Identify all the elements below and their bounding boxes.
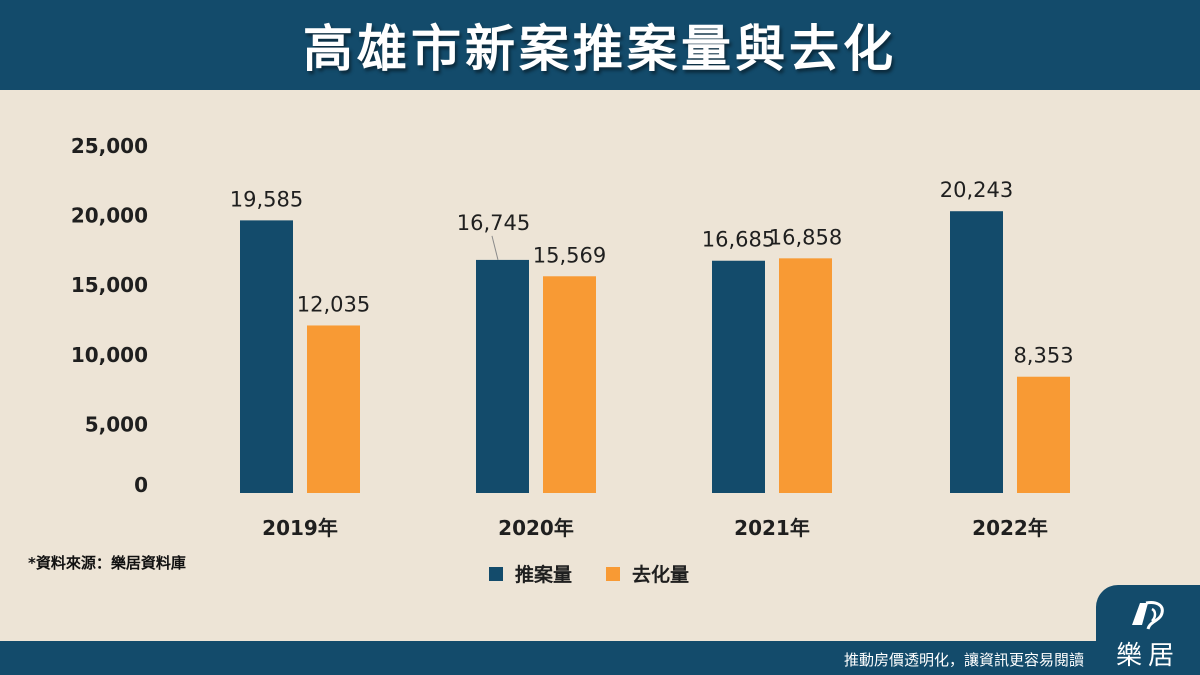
logo-text: 樂居	[1115, 641, 1180, 671]
bar-series2	[1017, 376, 1070, 493]
legend-label-series2: 去化量	[632, 564, 690, 586]
page-title: 高雄市新案推案量與去化	[303, 20, 897, 78]
data-label: 20,243	[940, 178, 1013, 202]
data-label: 16,745	[457, 211, 530, 235]
header-bar: 高雄市新案推案量與去化	[0, 0, 1200, 90]
y-tick-label: 20,000	[71, 204, 148, 228]
y-tick-label: 5,000	[85, 412, 148, 436]
data-label: 15,569	[533, 243, 606, 267]
bar-series2	[543, 276, 596, 493]
legend-item-series2: 去化量	[606, 560, 689, 587]
legend: 推案量 去化量	[489, 560, 723, 587]
bar-series2	[307, 325, 360, 493]
data-label: 8,353	[1013, 344, 1073, 368]
y-tick-label: 25,000	[71, 134, 148, 158]
bar-series1	[476, 259, 529, 493]
data-label: 19,585	[230, 187, 303, 211]
source-note: *資料來源：樂居資料庫	[28, 554, 186, 572]
footer-slogan: 推動房價透明化，讓資訊更容易閱讀	[843, 651, 1084, 669]
legend-item-series1: 推案量	[489, 560, 572, 587]
bar-series1	[240, 220, 293, 493]
legend-swatch-series2	[606, 566, 621, 581]
data-label: 16,858	[769, 225, 842, 249]
x-tick-label: 2022年	[972, 516, 1048, 540]
bar-series1	[950, 211, 1003, 493]
leju-logo: 樂居	[1096, 585, 1200, 675]
footer-bar: 推動房價透明化，讓資訊更容易閱讀	[0, 641, 1200, 675]
x-tick-label: 2021年	[734, 516, 810, 540]
bar-series2	[779, 258, 832, 493]
data-label-leader-line	[491, 235, 499, 261]
data-label: 12,035	[297, 292, 370, 316]
x-tick-label: 2020年	[498, 516, 574, 540]
x-tick-label: 2019年	[262, 516, 338, 540]
y-tick-label: 0	[134, 473, 148, 497]
data-label: 16,685	[702, 228, 775, 252]
y-tick-label: 15,000	[71, 273, 148, 297]
leju-logo-icon	[1132, 601, 1164, 630]
bar-series1	[712, 260, 765, 493]
legend-label-series1: 推案量	[515, 564, 573, 586]
y-tick-label: 10,000	[71, 343, 148, 367]
legend-swatch-series1	[489, 566, 503, 581]
